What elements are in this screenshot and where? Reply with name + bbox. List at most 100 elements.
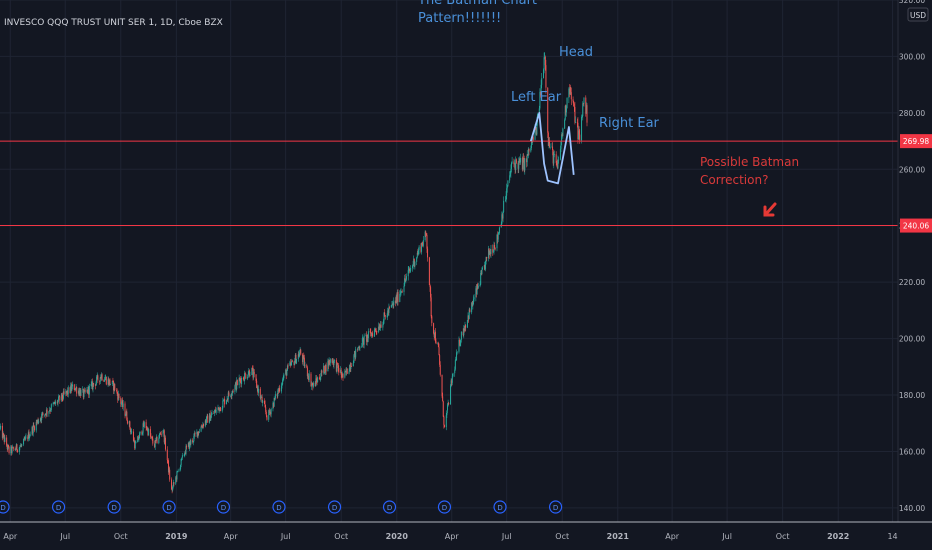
candle-body (218, 407, 220, 412)
candle-body (198, 431, 200, 433)
dividend-marker-icon[interactable]: D (107, 500, 121, 514)
candle-body (382, 320, 384, 325)
candle-body (408, 269, 410, 271)
currency-button[interactable]: USD (907, 7, 929, 22)
candle-body (427, 248, 429, 258)
candle-body (189, 441, 191, 449)
candle-body (221, 407, 223, 412)
candle-body (196, 431, 198, 435)
candle-body (541, 78, 543, 85)
candle-body (294, 354, 296, 362)
candle-body (24, 438, 26, 440)
candle-body (12, 446, 14, 448)
time-tick-label: 2021 (607, 532, 630, 541)
candle-body (443, 416, 445, 425)
dividend-marker-icon[interactable]: D (493, 500, 507, 514)
candle-body (304, 365, 306, 367)
candle-body (46, 409, 48, 414)
candle-body (291, 360, 293, 362)
candle-body (468, 315, 470, 320)
candle-body (367, 335, 369, 339)
candle-body (290, 362, 292, 366)
candle-body (4, 437, 6, 442)
candle-body (555, 154, 557, 163)
candle-body (409, 270, 411, 272)
candle-body (256, 380, 258, 388)
candle-body (480, 272, 482, 285)
candle-body (50, 404, 52, 411)
candle-body (128, 421, 130, 424)
price-tick-label: 260.00 (899, 165, 925, 174)
candle-body (179, 469, 181, 471)
candle-body (535, 128, 537, 135)
price-label-tag (900, 218, 932, 233)
candle-body (565, 108, 567, 113)
candle-body (253, 371, 255, 375)
dividend-marker-icon[interactable]: D (272, 500, 286, 514)
dividend-marker-icon[interactable]: D (437, 500, 452, 514)
candle-body (506, 186, 508, 189)
candle-body (439, 355, 441, 365)
candle-body (531, 141, 533, 143)
candle-body (27, 436, 29, 440)
candle-body (332, 360, 334, 366)
candle-body (380, 324, 382, 328)
candle-body (295, 354, 297, 364)
candle-body (490, 249, 492, 254)
price-tick-label: 220.00 (899, 278, 925, 287)
candle-body (456, 351, 458, 353)
candle-body (248, 370, 250, 375)
dividend-marker-icon[interactable]: D (162, 500, 176, 514)
batman-pattern-line[interactable] (529, 112, 575, 185)
candle-body (160, 433, 162, 435)
candle-body (175, 477, 177, 480)
candle-body (1, 425, 3, 438)
candle-body (543, 69, 545, 79)
candle-body (586, 105, 588, 123)
candle-body (97, 375, 99, 381)
candle-body (346, 368, 348, 374)
candle-body (145, 422, 147, 429)
currency-button-frame[interactable] (907, 7, 929, 22)
candle-body (300, 349, 302, 355)
dividend-marker-icon[interactable]: D (382, 500, 397, 514)
dividend-marker-icon[interactable]: D (51, 500, 66, 514)
dividend-marker-icon[interactable]: D (216, 500, 231, 514)
candle-body (372, 333, 374, 337)
candle-body (447, 402, 449, 405)
candle-body (228, 392, 230, 396)
candle-body (528, 148, 530, 152)
candle-body (172, 486, 174, 491)
candle-body (321, 370, 323, 373)
candle-body (460, 339, 462, 344)
candle-body (518, 160, 520, 169)
price-axis-panel[interactable] (898, 0, 932, 522)
dividend-marker-icon[interactable]: D (327, 500, 342, 514)
candle-body (431, 316, 433, 324)
candle-body (158, 433, 160, 439)
correction-arrow-icon (763, 202, 777, 217)
candle-body (155, 440, 157, 441)
candle-body (341, 375, 343, 378)
candle-body (363, 337, 365, 345)
candle-body (255, 374, 257, 381)
candle-body (401, 291, 403, 293)
candle-body (118, 393, 120, 399)
candle-body (187, 442, 189, 447)
candle-body (150, 436, 152, 438)
candle-body (545, 65, 547, 88)
candle-body (92, 383, 94, 390)
candle-body (120, 403, 122, 405)
candle-body (10, 446, 12, 454)
currency-label[interactable]: USD (910, 11, 926, 20)
dividend-marker-icon[interactable]: D (548, 500, 563, 514)
candle-body (450, 385, 452, 405)
candle-body (130, 431, 132, 433)
dividend-marker-icon[interactable]: D (0, 500, 10, 514)
candle-body (329, 359, 331, 363)
candle-body (573, 101, 575, 107)
candle-body (252, 369, 254, 378)
time-tick-label: Apr (445, 532, 460, 541)
candle-body (166, 449, 168, 461)
